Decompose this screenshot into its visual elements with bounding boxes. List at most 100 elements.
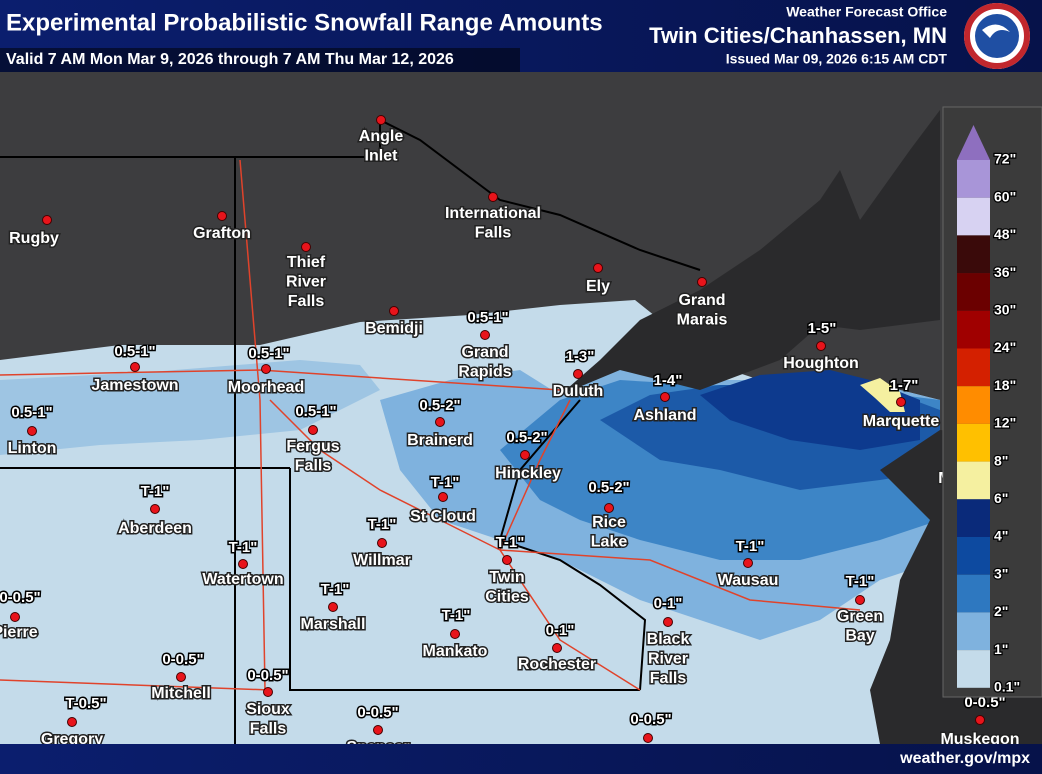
city-marker [438, 492, 448, 502]
legend-swatch [957, 650, 990, 688]
city-marker [238, 559, 248, 569]
city-marker [308, 425, 318, 435]
city-marker [593, 263, 603, 273]
city-label: Grand [461, 344, 508, 361]
city-marker [502, 555, 512, 565]
city-marker [975, 715, 985, 725]
city-label: Falls [288, 293, 325, 310]
city-label: Cities [485, 589, 529, 606]
legend-swatch [957, 423, 990, 462]
city-marker [816, 341, 826, 351]
legend-swatch [957, 574, 990, 613]
city-label: Falls [295, 458, 332, 475]
city-label: Marquette [863, 413, 940, 430]
legend-label: 0.1" [994, 679, 1020, 695]
snow-amount: 0.5-1" [467, 309, 508, 326]
snow-amount: 0.5-1" [114, 343, 155, 360]
legend-label: 30" [994, 302, 1016, 318]
legend-arrow [957, 125, 990, 160]
city-marker [261, 364, 271, 374]
city-label: Marshall [301, 616, 366, 633]
city-marker [377, 538, 387, 548]
city-label: Jamestown [91, 377, 178, 394]
city-label: Rugby [9, 230, 59, 247]
city-marker [855, 595, 865, 605]
legend-label: 24" [994, 339, 1016, 355]
city-label: Ashland [633, 407, 696, 424]
nws-logo [964, 3, 1030, 69]
city-label: Pierre [0, 624, 38, 641]
city-marker [42, 215, 52, 225]
snow-amount: T-1" [229, 539, 258, 556]
legend-swatch [957, 348, 990, 387]
snow-amount: 1-5" [808, 320, 837, 337]
snow-amount: T-1" [736, 538, 765, 555]
city-marker [389, 306, 399, 316]
snow-amount: 0-1" [654, 595, 683, 612]
city-label: Bay [845, 628, 874, 645]
city-marker [480, 330, 490, 340]
snow-amount: T-0.5" [65, 695, 106, 712]
legend-label: 8" [994, 452, 1008, 468]
city-marker [552, 643, 562, 653]
city-marker [435, 417, 445, 427]
snow-amount: 1-7" [890, 377, 919, 394]
legend-swatch [957, 612, 990, 651]
city-label: Moorhead [228, 379, 304, 396]
city-marker [663, 617, 673, 627]
legend-swatch [957, 386, 990, 424]
legend-swatch [957, 160, 990, 198]
city-label: Ely [586, 278, 610, 295]
city-label: Lake [591, 534, 628, 551]
city-label: Falls [250, 721, 287, 738]
snow-amount: 0-0.5" [162, 651, 203, 668]
legend-swatch [957, 235, 990, 274]
snow-amount: T-1" [846, 573, 875, 590]
city-label: Falls [475, 225, 512, 242]
snow-amount: 0.5-1" [11, 404, 52, 421]
city-label: Green [837, 608, 883, 625]
city-label: Aberdeen [118, 520, 192, 537]
snow-amount: T-1" [368, 516, 397, 533]
city-marker [488, 192, 498, 202]
city-label: Inlet [365, 148, 399, 165]
city-marker [301, 242, 311, 252]
snow-amount: 0.5-2" [588, 479, 629, 496]
snow-amount: T-1" [442, 607, 471, 624]
legend-label: 1" [994, 641, 1008, 657]
legend-swatch [957, 310, 990, 349]
snow-amount: 0.5-2" [506, 429, 547, 446]
city-label: Grafton [193, 225, 251, 242]
city-marker [573, 369, 583, 379]
city-marker [27, 426, 37, 436]
city-label: St Cloud [410, 508, 476, 525]
city-marker [263, 687, 273, 697]
city-marker [373, 725, 383, 735]
city-marker [328, 602, 338, 612]
snow-amount: 0-1" [546, 622, 575, 639]
legend-swatch [957, 499, 990, 537]
city-marker [450, 629, 460, 639]
city-label: Willmar [353, 552, 411, 569]
city-marker [150, 504, 160, 514]
city-marker [520, 450, 530, 460]
city-marker [10, 612, 20, 622]
snow-amount: T-1" [321, 581, 350, 598]
legend-label: 4" [994, 528, 1008, 544]
legend-label: 18" [994, 377, 1016, 393]
snow-amount: 1-3" [566, 348, 595, 365]
city-label: Fergus [286, 438, 339, 455]
city-label: International [445, 205, 541, 222]
footer-url[interactable]: weather.gov/mpx [899, 750, 1030, 767]
city-marker [896, 397, 906, 407]
city-label: Mitchell [151, 685, 211, 702]
city-label: Rapids [458, 364, 511, 381]
city-label: Bemidji [365, 320, 423, 337]
city-marker [697, 277, 707, 287]
legend-swatch [957, 461, 990, 500]
city-marker [67, 717, 77, 727]
city-label: Houghton [783, 355, 859, 372]
city-marker [176, 672, 186, 682]
city-label: Hinckley [495, 465, 561, 482]
